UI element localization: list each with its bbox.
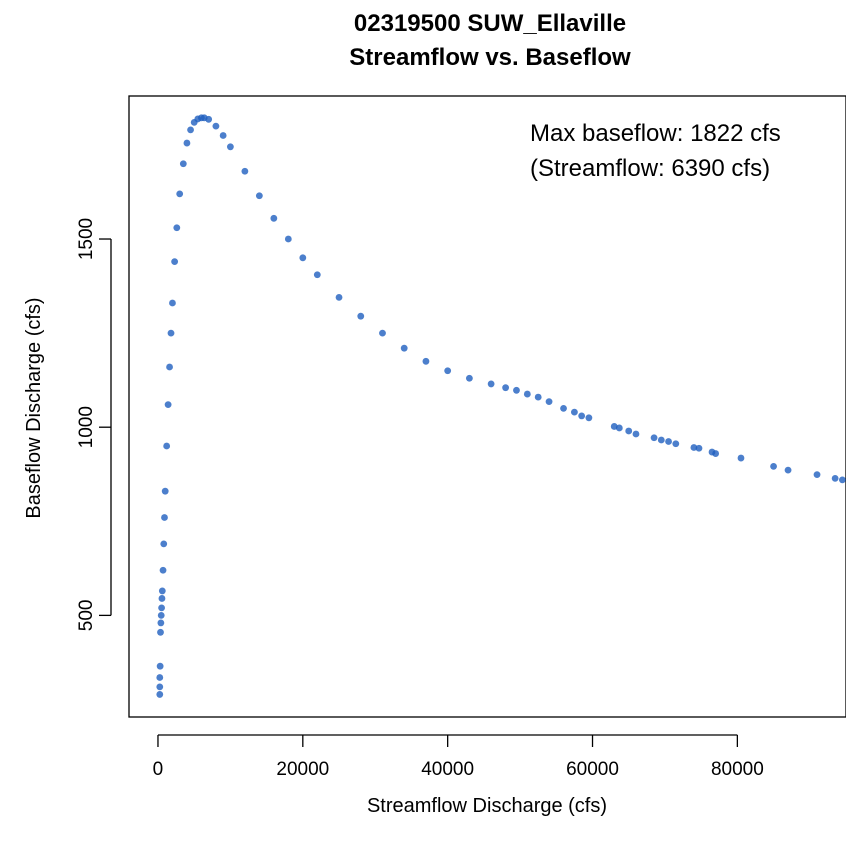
data-point <box>156 691 164 698</box>
data-point <box>422 357 430 365</box>
data-point <box>632 430 640 438</box>
data-point <box>156 683 164 691</box>
x-tick-label: 40000 <box>421 759 474 780</box>
data-point <box>523 390 531 398</box>
data-point <box>157 628 164 636</box>
data-point <box>784 466 792 474</box>
y-tick-label: 1500 <box>76 218 97 260</box>
chart-title: 02319500 SUW_Ellaville <box>354 10 626 37</box>
data-point <box>270 214 278 222</box>
x-tick-label: 20000 <box>276 759 329 780</box>
x-tick-label: 60000 <box>566 759 619 780</box>
chart-subtitle: Streamflow vs. Baseflow <box>349 44 631 71</box>
data-point <box>690 444 698 451</box>
data-point <box>160 540 168 548</box>
data-point <box>167 329 175 337</box>
data-point <box>534 393 542 401</box>
data-point <box>672 440 680 448</box>
data-point <box>838 476 846 484</box>
data-point <box>205 115 213 123</box>
data-point <box>313 271 321 279</box>
y-axis-label: Baseflow Discharge (cfs) <box>23 297 45 518</box>
data-point <box>219 132 227 139</box>
data-points <box>156 114 846 698</box>
data-point <box>465 374 473 382</box>
y-tick-label: 500 <box>76 600 97 632</box>
data-point <box>166 363 173 371</box>
data-point <box>159 566 167 574</box>
data-point <box>212 122 220 130</box>
annotation-streamflow: (Streamflow: 6390 cfs) <box>530 155 770 182</box>
data-point <box>161 514 168 521</box>
data-point <box>176 190 184 198</box>
data-point <box>585 414 593 422</box>
data-point <box>156 662 164 670</box>
data-point <box>444 367 452 375</box>
data-point <box>712 450 720 457</box>
data-point <box>187 126 194 134</box>
data-point <box>770 462 777 470</box>
data-point <box>379 329 386 337</box>
data-point <box>226 143 234 151</box>
data-point <box>657 436 665 444</box>
annotation-max-baseflow: Max baseflow: 1822 cfs <box>530 120 781 147</box>
data-point <box>650 434 658 442</box>
data-point <box>335 293 343 301</box>
data-point <box>158 587 166 595</box>
data-point <box>695 444 703 452</box>
data-point <box>737 454 745 462</box>
data-point <box>545 398 553 406</box>
data-point <box>179 160 187 168</box>
x-axis: 0 20000 40000 60000 80000 <box>153 734 764 780</box>
x-tick-label: 0 <box>153 759 164 780</box>
y-axis: 500 1000 1500 <box>76 218 112 632</box>
data-point <box>158 604 165 612</box>
data-point <box>615 424 623 432</box>
x-axis-label: Streamflow Discharge (cfs) <box>367 795 607 817</box>
y-tick-label: 1000 <box>76 406 97 448</box>
data-point <box>487 380 495 388</box>
data-point <box>813 471 821 479</box>
data-point <box>502 384 510 392</box>
data-point <box>513 386 520 394</box>
data-point <box>255 192 263 200</box>
data-point <box>831 474 839 482</box>
data-point <box>157 619 165 627</box>
data-point <box>169 299 176 307</box>
data-point <box>241 167 249 175</box>
data-point <box>173 224 181 232</box>
data-point <box>157 611 165 619</box>
data-point <box>284 235 292 243</box>
data-point <box>400 344 408 352</box>
data-point <box>560 404 567 412</box>
data-point <box>299 254 307 262</box>
data-point <box>156 674 164 681</box>
data-point <box>183 139 191 147</box>
data-point <box>161 487 169 495</box>
data-point <box>665 438 672 445</box>
data-point <box>164 401 172 409</box>
data-point <box>578 412 586 420</box>
plot-frame <box>128 95 846 718</box>
data-point <box>158 595 166 602</box>
data-point <box>357 312 365 320</box>
data-point <box>171 258 179 265</box>
data-point <box>163 442 171 450</box>
data-point <box>625 427 633 435</box>
x-tick-label: 80000 <box>711 759 764 780</box>
data-point <box>571 408 578 416</box>
